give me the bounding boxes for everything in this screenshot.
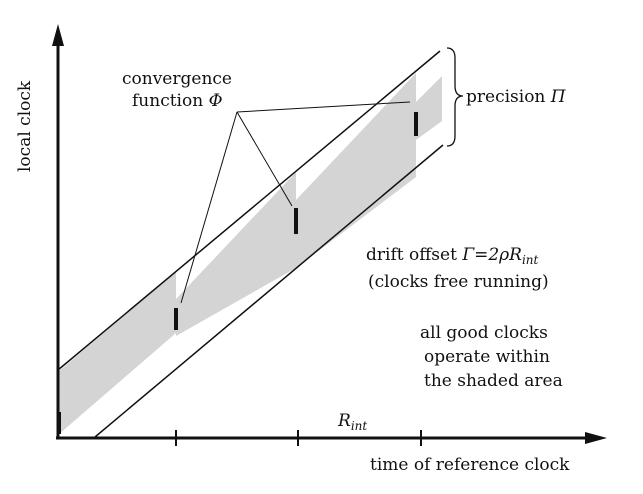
shaded-region-1: [58, 271, 176, 435]
precision-label: precision Π: [466, 87, 567, 107]
interval-label: Rint: [337, 411, 367, 433]
pointer-line-1: [180, 111, 238, 304]
pointer-line-3: [236, 101, 411, 113]
good-clocks-line3: the shaded area: [424, 371, 563, 391]
drift-offset-subtitle: (clocks free running): [368, 272, 549, 292]
shaded-region-2: [176, 172, 296, 336]
convergence-marker-3: [414, 112, 418, 136]
convergence-label-line1: convergence: [122, 69, 232, 89]
good-clocks-line2: operate within: [424, 347, 550, 367]
x-axis-arrowhead: [585, 432, 607, 444]
shaded-region-3: [296, 73, 416, 268]
x-axis-label: time of reference clock: [370, 455, 570, 475]
lower-envelope-line: [94, 144, 444, 438]
y-axis-label: local clock: [15, 80, 35, 172]
good-clocks-line1: all good clocks: [420, 323, 548, 343]
convergence-marker-2: [294, 208, 298, 234]
pointer-line-2: [236, 111, 293, 207]
convergence-marker-1: [174, 308, 178, 330]
upper-envelope-line: [57, 50, 441, 371]
convergence-label-line2: function Φ: [132, 91, 223, 111]
drift-offset-label: drift offset Γ=2ρRint: [366, 245, 539, 267]
precision-brace: [446, 47, 464, 147]
shaded-region-4: [416, 76, 442, 140]
y-axis-arrowhead: [52, 24, 64, 46]
